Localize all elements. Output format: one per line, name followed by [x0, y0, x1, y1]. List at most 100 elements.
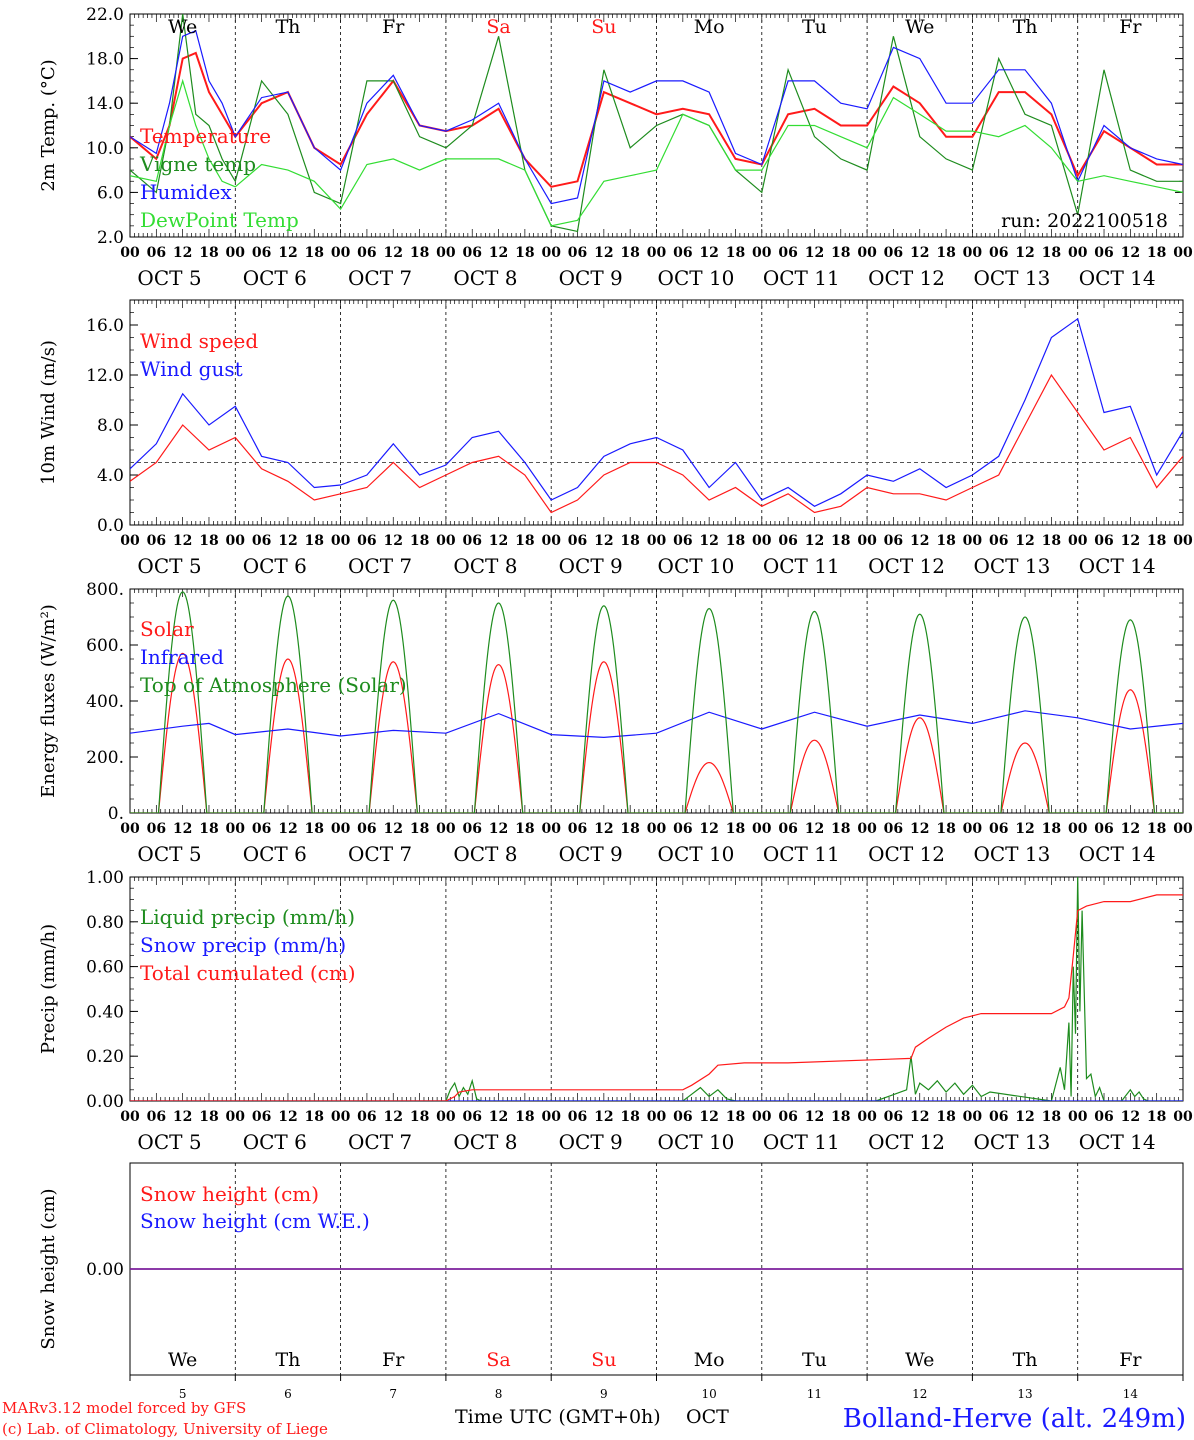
- x-hour-label: 00: [1068, 533, 1088, 549]
- x-hour-label: 00: [1173, 533, 1193, 549]
- lab-credit: (c) Lab. of Climatology, University of L…: [2, 1420, 328, 1438]
- x-date-label: OCT 13: [973, 1130, 1050, 1154]
- day-label: We: [905, 16, 934, 38]
- y-tick-label: 0.0: [97, 516, 124, 536]
- x-hour-label: 06: [252, 1109, 271, 1125]
- x-hour-label: 06: [989, 1109, 1008, 1125]
- day-number: 5: [179, 1387, 187, 1401]
- series-line-1: [130, 710, 1183, 739]
- x-hour-label: 00: [857, 1109, 877, 1125]
- x-hour-label: 12: [594, 821, 613, 837]
- x-hour-label: 06: [778, 1109, 797, 1125]
- x-date-label: OCT 8: [453, 266, 517, 290]
- day-label: Su: [591, 1349, 616, 1371]
- legend-entry: Wind speed: [140, 329, 258, 353]
- series-line-2: [130, 29, 1183, 205]
- x-axis-month: OCT: [686, 1406, 729, 1428]
- x-hour-label: 00: [541, 1109, 561, 1125]
- y-tick-label: 0.00: [86, 1260, 124, 1280]
- x-hour-label: 12: [910, 1109, 929, 1125]
- x-hour-label: 06: [462, 1109, 481, 1125]
- y-tick-label: 0.80: [86, 913, 124, 933]
- panel-4: 0.00 0.20 0.40 0.60 0.80 1.00 Precip (mm/h) Liq…: [38, 868, 1193, 1154]
- x-date-label: OCT 9: [559, 842, 623, 866]
- x-hour-label: 00: [752, 533, 772, 549]
- day-label: Sa: [486, 16, 510, 38]
- x-hour-label: 06: [147, 245, 166, 261]
- x-date-label: OCT 9: [559, 554, 623, 578]
- x-hour-label: 12: [384, 821, 403, 837]
- x-hour-label: 06: [252, 245, 271, 261]
- x-date-label: OCT 12: [868, 842, 945, 866]
- x-hour-label: 12: [910, 245, 929, 261]
- y-tick-label: 6.0: [97, 183, 124, 203]
- x-hour-label: 00: [1173, 821, 1193, 837]
- x-hour-label: 00: [963, 1109, 983, 1125]
- x-hour-label: 18: [1042, 1109, 1061, 1125]
- x-hour-label: 00: [120, 1109, 140, 1125]
- x-date-label: OCT 13: [973, 554, 1050, 578]
- x-hour-label: 12: [699, 1109, 718, 1125]
- x-date-label: OCT 14: [1079, 554, 1156, 578]
- x-hour-label: 06: [673, 1109, 692, 1125]
- x-hour-label: 00: [436, 533, 456, 549]
- x-hour-label: 00: [226, 1109, 246, 1125]
- legend-entry: Liquid precip (mm/h): [140, 905, 355, 929]
- x-hour-label: 06: [1094, 1109, 1113, 1125]
- x-hour-label: 12: [384, 533, 403, 549]
- x-hour-label: 00: [647, 245, 667, 261]
- x-hour-label: 00: [226, 245, 246, 261]
- x-hour-label: 06: [568, 1109, 587, 1125]
- x-hour-label: 06: [884, 533, 903, 549]
- legend-entry: Infrared: [140, 645, 224, 669]
- x-date-label: OCT 5: [137, 266, 201, 290]
- station-label: Bolland-Herve (alt. 249m): [843, 1404, 1186, 1434]
- x-hour-label: 18: [515, 821, 534, 837]
- x-date-label: OCT 12: [868, 266, 945, 290]
- day-label: Sa: [486, 1349, 510, 1371]
- x-axis-label: Time UTC (GMT+0h): [455, 1406, 661, 1428]
- day-label: Fr: [1119, 16, 1142, 38]
- x-date-label: OCT 9: [559, 1130, 623, 1154]
- x-hour-label: 00: [857, 245, 877, 261]
- x-date-label: OCT 6: [243, 842, 307, 866]
- x-hour-label: 12: [489, 245, 508, 261]
- x-hour-label: 00: [331, 245, 351, 261]
- day-number: 8: [495, 1387, 503, 1401]
- x-hour-label: 12: [278, 1109, 297, 1125]
- x-hour-label: 12: [805, 821, 824, 837]
- x-hour-label: 18: [936, 1109, 955, 1125]
- x-hour-label: 12: [489, 821, 508, 837]
- legend-entry: Humidex: [140, 180, 232, 204]
- day-number: 10: [702, 1387, 717, 1401]
- x-hour-label: 00: [120, 821, 140, 837]
- x-hour-label: 00: [331, 1109, 351, 1125]
- x-hour-label: 18: [515, 245, 534, 261]
- day-number: 6: [284, 1387, 292, 1401]
- x-hour-label: 00: [857, 821, 877, 837]
- day-label: Tu: [802, 1349, 827, 1371]
- x-date-label: OCT 8: [453, 842, 517, 866]
- y-tick-label: 0.: [108, 804, 124, 824]
- x-hour-label: 06: [147, 533, 166, 549]
- day-number: 14: [1123, 1387, 1139, 1401]
- y-tick-label: 8.0: [97, 416, 124, 436]
- y-tick-label: 2.0: [97, 228, 124, 248]
- x-hour-label: 18: [305, 1109, 324, 1125]
- panel-5: 0.00 Snow height (cm) Snow height (cm) Snow…: [38, 1162, 1184, 1401]
- x-hour-label: 00: [963, 533, 983, 549]
- x-hour-label: 12: [278, 245, 297, 261]
- day-number: 12: [912, 1387, 927, 1401]
- x-hour-label: 00: [541, 533, 561, 549]
- x-date-label: OCT 11: [763, 266, 840, 290]
- x-hour-label: 18: [1147, 533, 1166, 549]
- series-line-2: [130, 894, 1183, 1101]
- day-label: Fr: [382, 1349, 405, 1371]
- y-axis-label: Energy fluxes (W/m²): [38, 604, 59, 798]
- x-hour-label: 12: [805, 1109, 824, 1125]
- x-date-label: OCT 14: [1079, 266, 1156, 290]
- day-label: Th: [1013, 1349, 1038, 1371]
- x-hour-label: 18: [620, 245, 639, 261]
